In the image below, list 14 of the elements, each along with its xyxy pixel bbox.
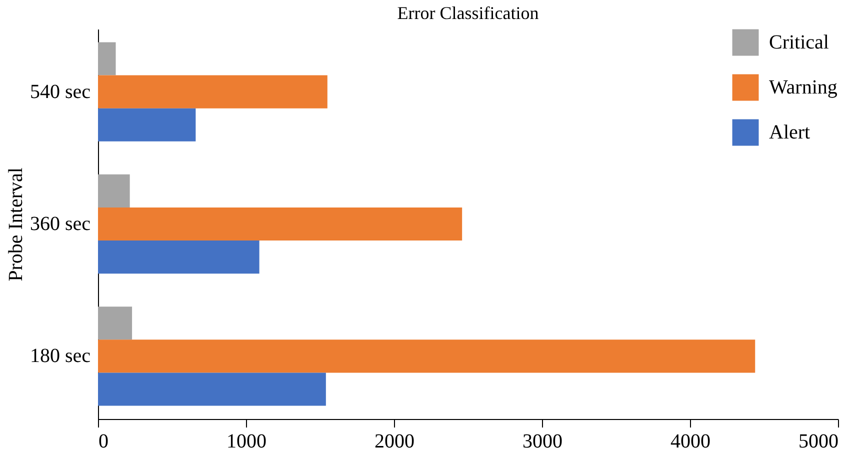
y-axis-title: Probe Interval (4, 167, 27, 282)
x-tick-label: 1000 (226, 430, 266, 452)
x-tick-label: 0 (98, 430, 108, 452)
legend-label: Critical (769, 32, 830, 54)
legend-label: Alert (769, 122, 811, 144)
x-tick-label: 5000 (798, 430, 838, 452)
x-tick-label: 4000 (670, 430, 710, 452)
y-tick-label: 540 sec (30, 80, 91, 103)
x-tick-label: 3000 (522, 430, 562, 452)
legend-label: Warning (769, 76, 838, 98)
chart-title: Error Classification (397, 3, 539, 23)
y-tick-label: 360 sec (30, 213, 91, 235)
x-tick-label: 2000 (374, 430, 414, 452)
y-tick-label: 180 sec (30, 345, 91, 368)
